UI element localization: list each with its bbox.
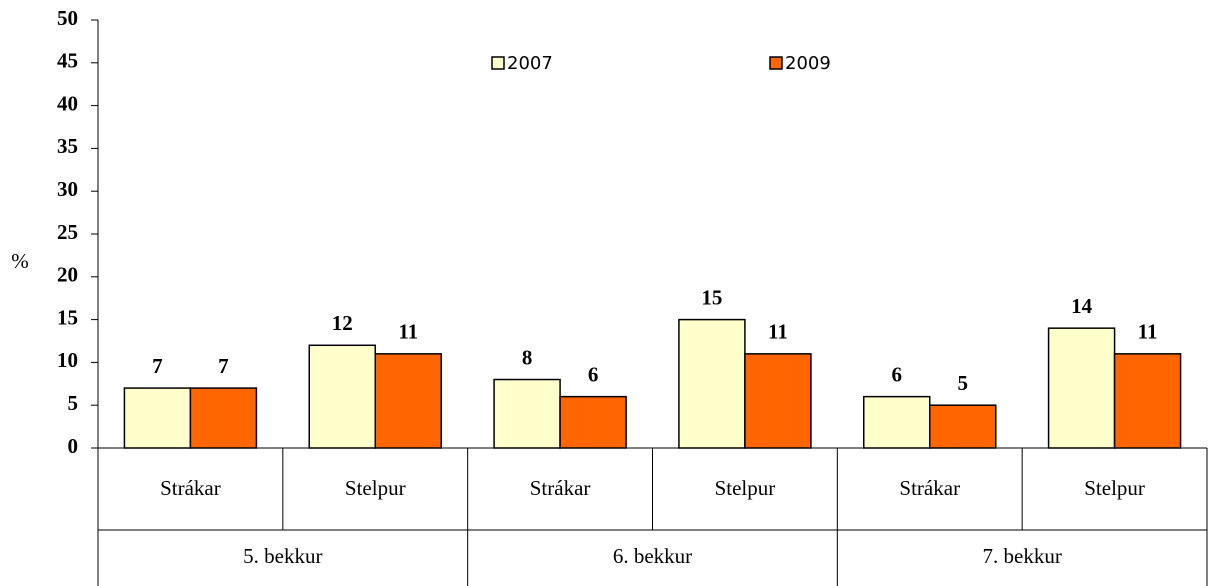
bar xyxy=(493,378,561,449)
y-tick-label: 30 xyxy=(57,177,78,201)
bar xyxy=(929,404,997,449)
data-label: 12 xyxy=(332,311,353,335)
group-label: 5. bekkur xyxy=(243,544,322,568)
x-tick-label: Stelpur xyxy=(1084,476,1145,500)
y-tick-label: 50 xyxy=(57,6,78,30)
legend: 2009 xyxy=(785,53,831,74)
bar xyxy=(559,395,627,449)
bar xyxy=(744,353,812,449)
data-label: 15 xyxy=(701,285,722,309)
x-tick-label: Strákar xyxy=(530,476,591,500)
y-tick-label: 35 xyxy=(57,134,78,158)
y-tick-label: 20 xyxy=(57,263,78,287)
y-tick-label: 10 xyxy=(57,348,78,372)
data-label: 6 xyxy=(588,362,599,386)
bar xyxy=(1047,327,1116,449)
bar xyxy=(678,318,746,449)
group-label: 6. bekkur xyxy=(613,544,692,568)
legend: 2007 xyxy=(507,53,553,74)
bar xyxy=(189,387,258,449)
y-tick-label: 0 xyxy=(68,434,79,458)
data-label: 11 xyxy=(398,320,418,344)
legend-swatch xyxy=(769,56,783,70)
data-label: 8 xyxy=(522,345,533,369)
bar xyxy=(1113,353,1182,449)
data-label: 5 xyxy=(958,371,969,395)
legend-swatch xyxy=(491,56,505,70)
x-tick-label: Strákar xyxy=(899,476,960,500)
data-label: 7 xyxy=(152,354,163,378)
y-tick-label: 45 xyxy=(57,49,78,73)
y-tick-label: 5 xyxy=(68,391,79,415)
y-tick-label: 25 xyxy=(57,220,78,244)
x-tick-label: Strákar xyxy=(160,476,221,500)
bar xyxy=(308,344,376,449)
bar xyxy=(123,387,192,449)
y-tick-label: 15 xyxy=(57,305,78,329)
data-label: 11 xyxy=(1138,320,1158,344)
x-tick-label: Stelpur xyxy=(715,476,776,500)
x-tick-label: Stelpur xyxy=(345,476,406,500)
data-label: 11 xyxy=(768,320,788,344)
data-label: 6 xyxy=(892,362,903,386)
bar xyxy=(863,395,931,449)
data-label: 7 xyxy=(218,354,229,378)
group-label: 7. bekkur xyxy=(983,544,1062,568)
bar xyxy=(374,353,442,449)
y-tick-label: 40 xyxy=(57,91,78,115)
y-axis-label: % xyxy=(11,249,29,273)
data-label: 14 xyxy=(1071,294,1093,318)
